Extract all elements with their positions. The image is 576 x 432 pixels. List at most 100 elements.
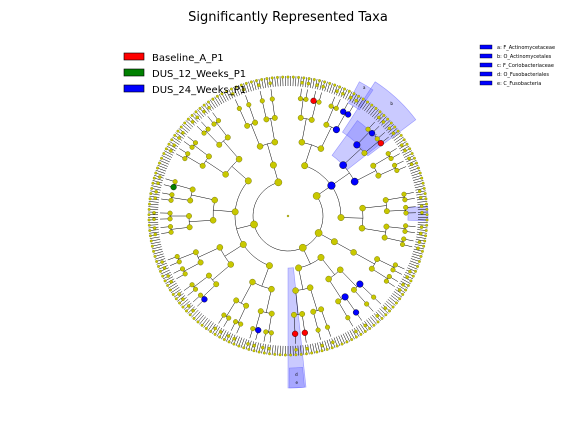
tree-node	[356, 280, 364, 288]
class-branch	[340, 217, 363, 219]
outer-leaf-node	[382, 113, 386, 117]
leaf-node	[177, 292, 181, 296]
leaf-node	[409, 162, 414, 167]
outer-leaf-node	[396, 129, 400, 133]
outer-leaf-node	[152, 176, 156, 180]
leaf-tick	[401, 278, 411, 284]
leaf-node	[226, 334, 231, 338]
outer-leaf-node	[158, 161, 161, 165]
clade-highlight-a	[347, 81, 374, 111]
outer-leaf-node	[260, 78, 264, 81]
leaf-node	[186, 304, 191, 308]
leaf-node	[152, 217, 156, 221]
leaf-tick	[274, 76, 276, 87]
clade-swatch	[479, 62, 493, 68]
outer-leaf-node	[215, 94, 219, 98]
leaf-tick	[180, 299, 189, 306]
leaf-tick	[408, 265, 418, 270]
tree-node	[333, 105, 339, 111]
outer-leaf-node	[163, 279, 167, 283]
family-branch	[371, 268, 389, 280]
leaf-node	[246, 342, 250, 346]
tree-node	[297, 114, 304, 121]
outer-leaf-node	[244, 81, 248, 85]
outer-leaf-node	[155, 260, 159, 263]
outer-leaf-node	[405, 142, 409, 146]
tree-node	[186, 213, 192, 219]
outer-leaf-node	[227, 340, 231, 344]
leaf-tick	[351, 93, 358, 103]
leaf-tick	[191, 309, 199, 318]
tree-node	[211, 196, 218, 204]
leaf-tick	[189, 116, 197, 124]
legend-item-dus24: DUS_24_Weeks_P1	[123, 84, 246, 96]
leaf-tick	[209, 99, 216, 109]
outer-leaf-node	[173, 133, 177, 137]
leaf-node	[294, 348, 298, 352]
tree-node	[235, 155, 243, 163]
family-branch	[268, 313, 272, 333]
order-branch	[342, 148, 361, 166]
tree-node	[390, 267, 396, 273]
leaf-tick	[240, 338, 245, 348]
leaf-tick	[413, 251, 423, 255]
leaf-node	[418, 195, 423, 200]
leaf-node	[403, 148, 407, 153]
leaf-node	[153, 232, 158, 237]
leaf-node	[191, 308, 195, 313]
leaf-node	[420, 210, 424, 215]
outer-leaf-node	[388, 309, 391, 313]
leaf-node	[305, 346, 309, 351]
leaf-tick	[368, 105, 375, 114]
outer-leaf-node	[425, 218, 429, 222]
outer-leaf-node	[395, 301, 398, 305]
family-branch	[178, 251, 196, 260]
leaf-tick	[416, 236, 427, 239]
outer-leaf-node	[247, 347, 251, 351]
outer-leaf-node	[232, 342, 236, 346]
tree-node	[255, 327, 262, 334]
outer-leaf-node	[225, 89, 229, 93]
order-branch	[197, 247, 220, 258]
leaf-node	[417, 189, 422, 194]
outer-leaf-node	[207, 100, 210, 104]
leaf-tick	[358, 325, 364, 334]
tree-node	[291, 311, 297, 318]
tree-node	[168, 229, 174, 235]
outer-leaf-node	[289, 353, 293, 357]
leaf-tick	[148, 201, 159, 203]
tree-node	[271, 138, 279, 146]
leaf-node	[202, 109, 206, 114]
leaf-tick	[279, 76, 281, 87]
tree-node	[269, 96, 275, 102]
leaf-tick	[197, 109, 205, 118]
family-branch	[193, 144, 210, 157]
leaf-node	[375, 314, 380, 318]
leaf-tick	[379, 116, 387, 124]
outer-leaf-node	[222, 338, 226, 341]
clade-highlight-e	[289, 366, 305, 389]
leaf-tick	[326, 339, 331, 350]
outer-leaf-node	[265, 77, 269, 81]
outer-leaf-node	[286, 75, 290, 79]
outer-leaf-node	[218, 335, 222, 339]
outer-leaf-node	[171, 293, 175, 296]
clade-legend-item-c: c: F_Coriobacteriaceae	[479, 62, 554, 69]
leaf-node	[419, 231, 423, 236]
leaf-node	[300, 80, 304, 85]
outer-leaf-node	[409, 279, 413, 283]
leaf-node	[154, 190, 158, 194]
tree-node	[316, 99, 322, 105]
root-node	[286, 214, 290, 218]
tree-node	[167, 210, 173, 216]
tree-node	[269, 161, 277, 169]
leaf-node	[160, 260, 164, 264]
tree-node	[263, 329, 269, 335]
outer-leaf-node	[384, 313, 388, 317]
leaf-tick	[167, 282, 177, 289]
leaf-tick	[349, 330, 355, 340]
tree-node	[215, 118, 221, 124]
leaf-node	[321, 84, 325, 89]
tree-node	[337, 266, 344, 273]
family-branch	[364, 140, 380, 154]
